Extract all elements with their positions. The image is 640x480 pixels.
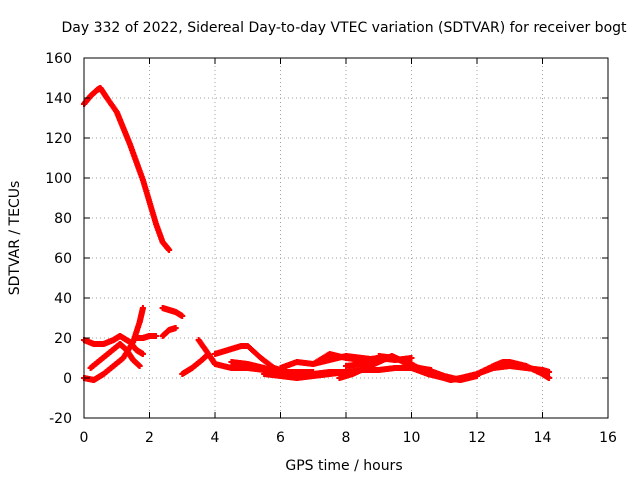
x-tick-label: 12: [468, 430, 486, 446]
series-arc-f: [159, 325, 179, 339]
x-tick-label: 14: [534, 430, 552, 446]
data-points: [81, 85, 553, 383]
x-axis-label: GPS time / hours: [285, 458, 402, 474]
data-point: [546, 369, 553, 375]
data-point: [139, 305, 146, 311]
y-tick-label: 160: [45, 51, 72, 67]
data-point: [172, 325, 179, 331]
x-tick-label: 4: [211, 430, 220, 446]
y-tick-label: 140: [45, 91, 72, 107]
series-arc-r: [474, 359, 553, 381]
data-point: [408, 355, 415, 361]
y-tick-label: 120: [45, 131, 72, 147]
chart-title: Day 332 of 2022, Sidereal Day-to-day VTE…: [61, 20, 627, 36]
axis-ticks: 0 2 4 6 8 10 12 14 16 -20 0 20 40 60 80 100 120 140 160: [45, 51, 617, 446]
y-tick-label: 60: [54, 251, 72, 267]
x-tick-label: 16: [599, 430, 617, 446]
data-point: [166, 247, 173, 253]
series-arc-d: [133, 333, 160, 341]
y-tick-label: 20: [54, 331, 72, 347]
y-tick-label: 100: [45, 171, 72, 187]
data-point: [546, 375, 553, 381]
series-arc-i: [212, 343, 291, 375]
x-tick-label: 0: [80, 430, 89, 446]
x-tick-label: 6: [276, 430, 285, 446]
data-point: [153, 333, 160, 339]
y-tick-label: 80: [54, 211, 72, 227]
y-axis-label: SDTVAR / TECUs: [7, 181, 23, 296]
x-tick-label: 8: [342, 430, 351, 446]
x-tick-label: 10: [403, 430, 421, 446]
data-point: [136, 363, 143, 369]
x-tick-label: 2: [145, 430, 154, 446]
y-tick-label: -20: [49, 411, 72, 427]
data-point: [179, 313, 186, 319]
data-point: [139, 351, 146, 357]
y-tick-label: 0: [63, 371, 72, 387]
y-tick-label: 40: [54, 291, 72, 307]
series-arc-c: [87, 341, 143, 371]
series-arc-high: [81, 85, 173, 253]
series-arc-e: [159, 305, 186, 319]
